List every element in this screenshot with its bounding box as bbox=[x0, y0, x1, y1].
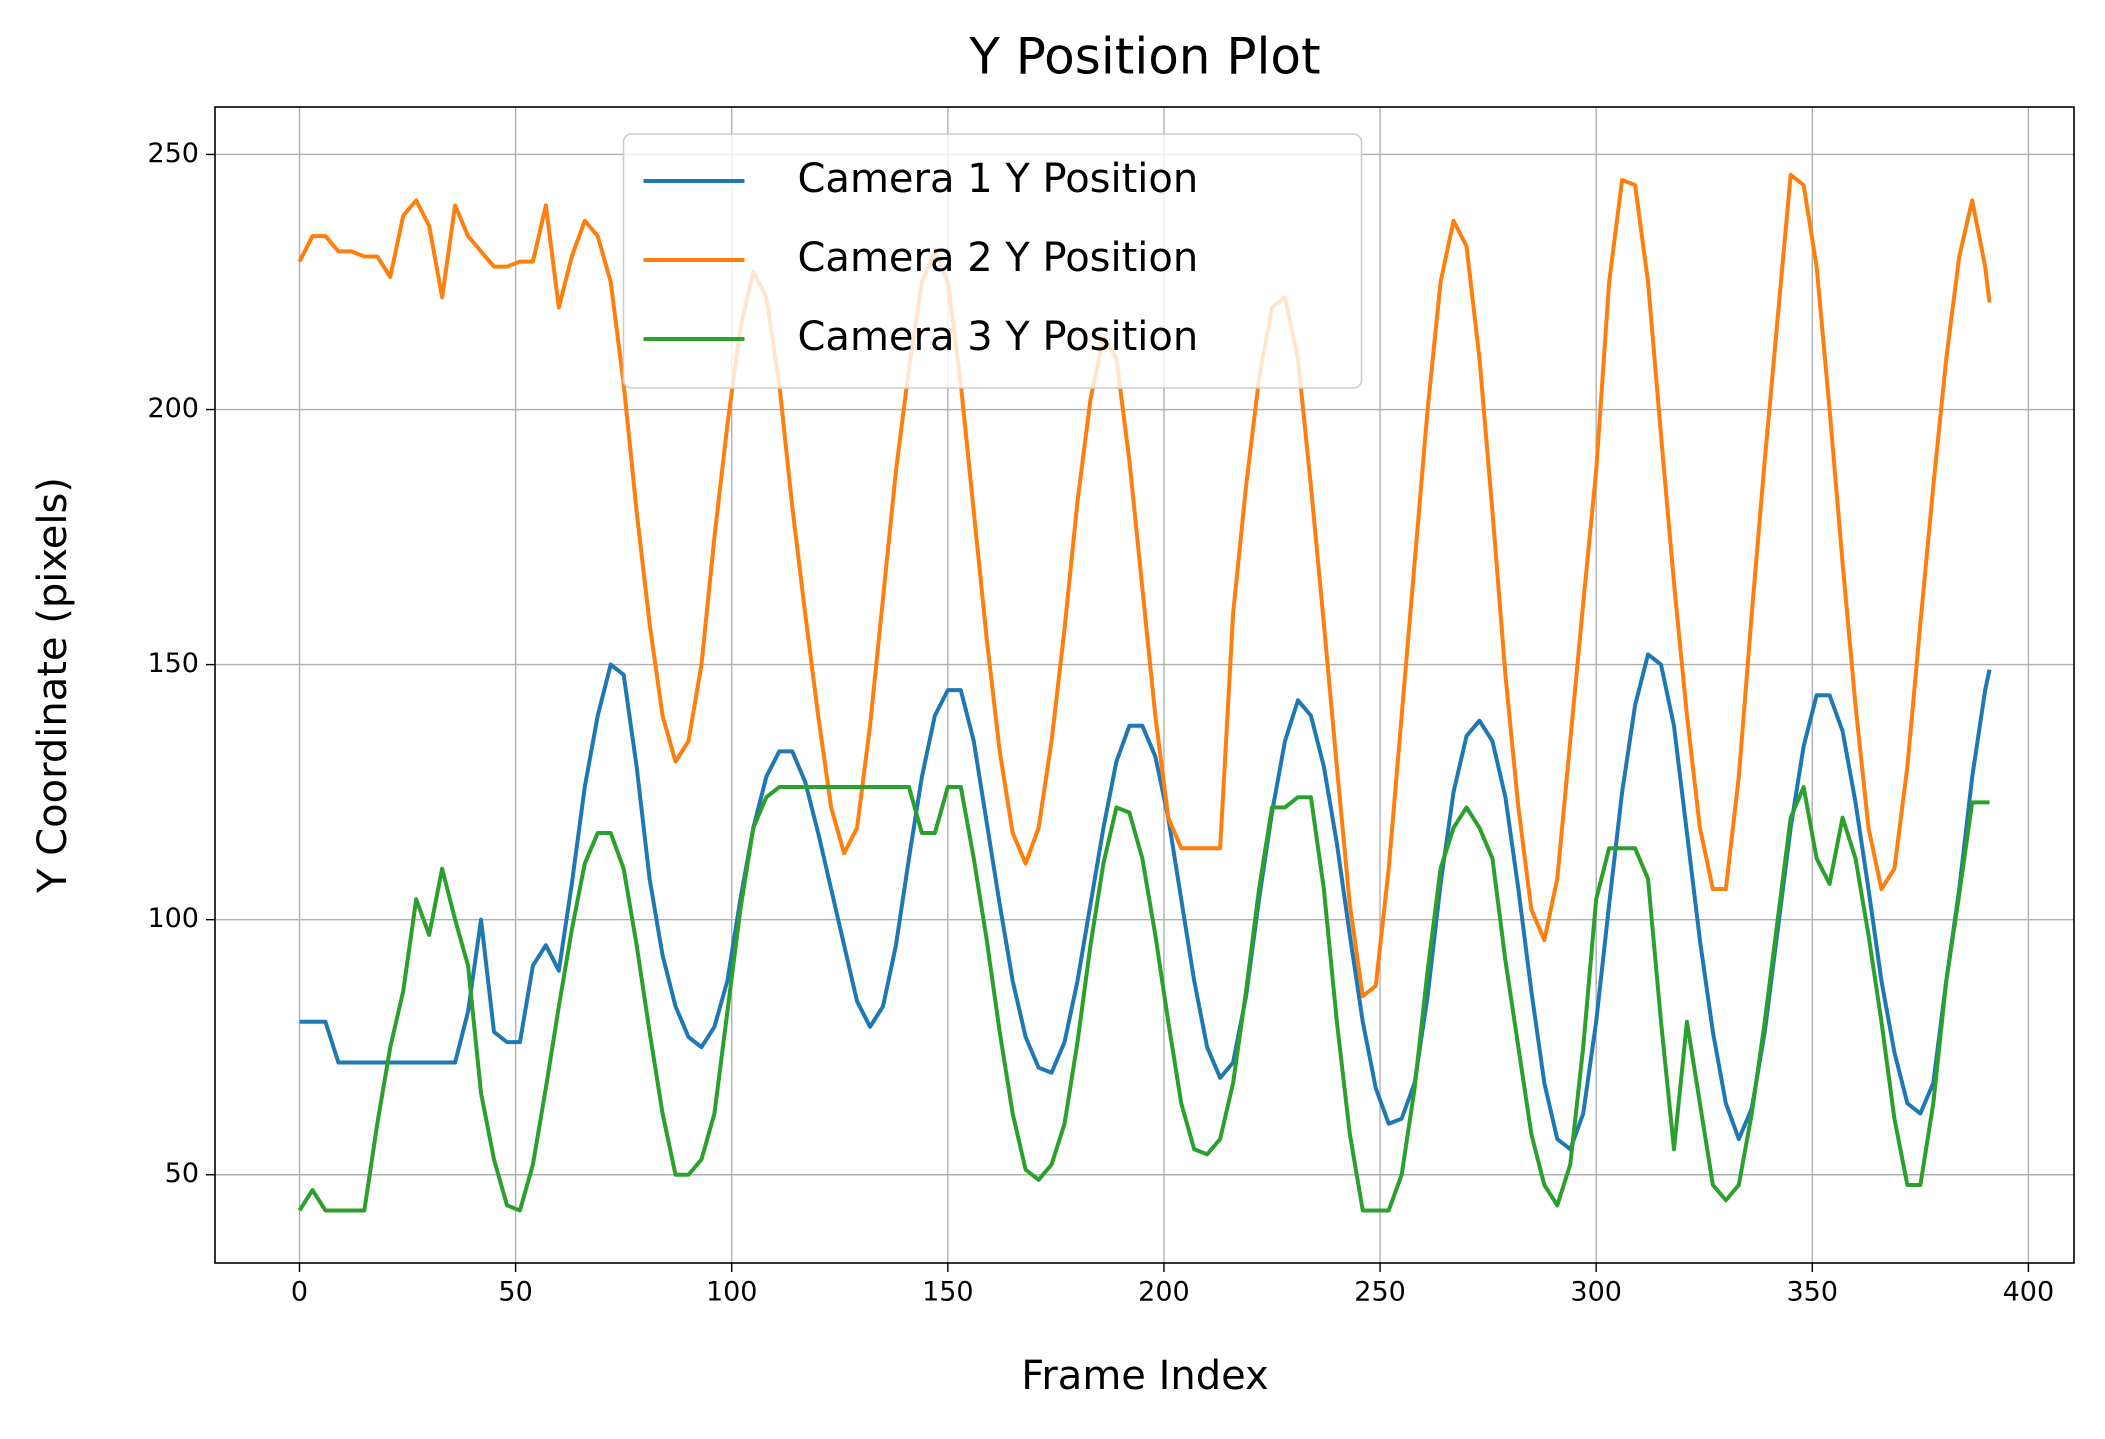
y-tick-label: 200 bbox=[147, 393, 199, 424]
x-tick-label: 100 bbox=[706, 1277, 758, 1308]
legend-label: Camera 1 Y Position bbox=[798, 156, 1199, 202]
plot-frame bbox=[214, 106, 2075, 1264]
x-tick-label: 300 bbox=[1570, 1277, 1622, 1308]
chart-title: Y Position Plot bbox=[968, 28, 1320, 86]
legend-box bbox=[622, 133, 1363, 389]
legend-label: Camera 2 Y Position bbox=[798, 235, 1199, 281]
y-tick-label: 100 bbox=[147, 903, 199, 934]
y-tick-label: 150 bbox=[147, 648, 199, 679]
x-tick-label: 0 bbox=[291, 1277, 308, 1308]
x-tick-label: 400 bbox=[2003, 1277, 2055, 1308]
y-tick-label: 50 bbox=[165, 1158, 199, 1189]
x-tick-label: 150 bbox=[922, 1277, 974, 1308]
y-tick-label: 250 bbox=[147, 138, 199, 169]
series-line bbox=[297, 785, 1990, 1213]
series-line bbox=[299, 652, 1992, 1152]
x-tick-label: 250 bbox=[1354, 1277, 1406, 1308]
x-axis-label: Frame Index bbox=[1021, 1353, 1268, 1399]
legend-label: Camera 3 Y Position bbox=[798, 314, 1199, 360]
x-tick-label: 350 bbox=[1787, 1277, 1839, 1308]
x-tick-label: 200 bbox=[1138, 1277, 1190, 1308]
series-line bbox=[297, 172, 1992, 999]
y-axis-label: Y Coordinate (pixels) bbox=[30, 477, 76, 894]
x-tick-label: 50 bbox=[498, 1277, 532, 1308]
